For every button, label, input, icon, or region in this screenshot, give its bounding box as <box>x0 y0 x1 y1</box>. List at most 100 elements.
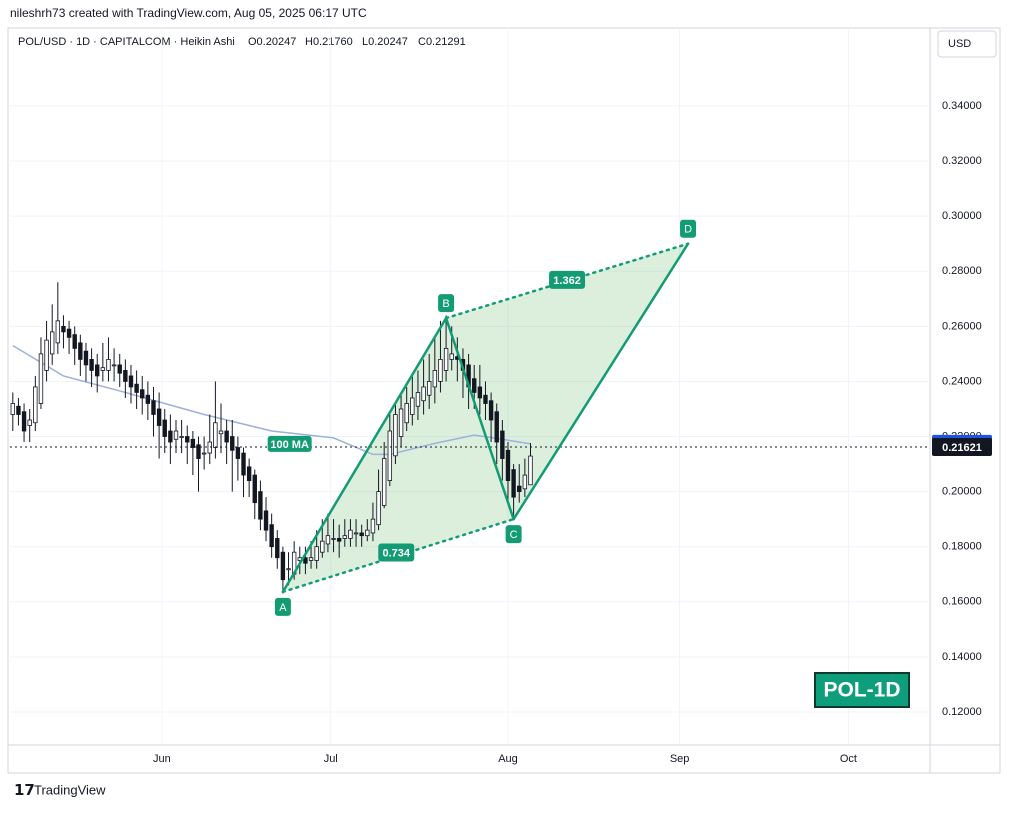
candle-body <box>236 448 240 459</box>
candle-body <box>315 547 319 561</box>
candle-body <box>472 379 476 393</box>
candle-body <box>169 431 173 442</box>
candle-body <box>67 329 71 337</box>
candle-body <box>45 340 49 370</box>
candle-body <box>180 437 184 438</box>
candle-body <box>411 398 415 415</box>
candle-body <box>253 475 257 503</box>
ohlc-low: L0.20247 <box>362 36 408 48</box>
y-tick-label: 0.16000 <box>942 596 982 608</box>
candle-body <box>439 359 443 381</box>
candle-body <box>107 359 111 370</box>
candle-body <box>135 384 139 392</box>
candle-body <box>157 409 161 426</box>
candle-body <box>382 459 386 506</box>
candle-body <box>517 486 521 492</box>
candle-body <box>433 370 437 387</box>
candle-body <box>450 354 454 360</box>
candle-body <box>101 368 105 371</box>
candle-body <box>28 420 32 426</box>
candle-body <box>281 552 285 580</box>
candle-body <box>264 511 268 530</box>
y-tick-label: 0.18000 <box>942 541 982 553</box>
candle-body <box>146 395 150 403</box>
candle-body <box>405 403 409 422</box>
candle-body <box>124 370 128 381</box>
candle-body <box>242 453 246 475</box>
candle-body <box>427 381 431 395</box>
candle-body <box>247 467 251 481</box>
candle-body <box>214 423 218 448</box>
candle-body <box>174 431 178 439</box>
watermark: POL-1D <box>823 679 900 702</box>
candle-body <box>444 348 448 370</box>
last-price-label: 0.21621 <box>942 442 982 454</box>
candle-body <box>219 431 223 434</box>
candle-body <box>112 365 116 366</box>
candle-body <box>489 401 493 420</box>
point-label: B <box>442 298 449 310</box>
candle-body <box>332 538 336 539</box>
y-tick-label: 0.30000 <box>942 210 982 222</box>
candle-body <box>320 541 324 552</box>
symbol: POL/USD · 1D · CAPITALCOM · Heikin Ashi <box>18 36 235 48</box>
y-tick-label: 0.28000 <box>942 265 982 277</box>
candle-body <box>478 387 482 398</box>
candle-body <box>225 431 229 442</box>
brand: TradingView <box>34 782 106 797</box>
candle-body <box>309 558 313 561</box>
x-tick-label: Jun <box>153 753 171 765</box>
x-tick-label: Oct <box>840 753 857 765</box>
ohlc-open: O0.20247 <box>248 36 296 48</box>
candle-body <box>287 569 291 570</box>
candle-body <box>506 450 510 480</box>
y-tick-label: 0.32000 <box>942 155 982 167</box>
candle-body <box>84 351 88 365</box>
candle-body <box>95 365 99 376</box>
candle-body <box>529 456 533 485</box>
candle-body <box>326 536 330 544</box>
candle-body <box>422 387 426 401</box>
candle-body <box>11 403 15 414</box>
candle-body <box>56 321 60 343</box>
candle-body <box>388 431 392 481</box>
y-tick-label: 0.14000 <box>942 651 982 663</box>
candle-body <box>501 431 505 459</box>
candle-body <box>349 530 353 538</box>
point-label: D <box>684 224 692 236</box>
author-line: nileshrh73 created with TradingView.com,… <box>10 6 367 20</box>
candle-body <box>259 492 263 520</box>
candle-body <box>79 343 83 360</box>
candle-body <box>495 412 499 442</box>
candle-body <box>22 412 26 431</box>
candle-body <box>50 332 54 354</box>
currency[interactable]: USD <box>948 38 971 50</box>
candle-body <box>62 326 66 332</box>
candle-body <box>512 470 516 498</box>
candle-body <box>202 453 206 454</box>
candle-body <box>484 395 488 403</box>
ratio-label: 0.734 <box>382 547 410 559</box>
candle-body <box>416 392 420 406</box>
y-tick-label: 0.12000 <box>942 706 982 718</box>
point-label: A <box>279 602 287 614</box>
candle-body <box>191 439 195 447</box>
candle-body <box>140 390 144 398</box>
candle-body <box>90 359 94 370</box>
candle-body <box>399 409 403 437</box>
candle-body <box>39 354 43 404</box>
x-tick-label: Sep <box>670 753 690 765</box>
candle-body <box>230 437 234 451</box>
x-tick-label: Jul <box>324 753 338 765</box>
candle-body <box>394 414 398 455</box>
candle-body <box>275 538 279 557</box>
y-tick-label: 0.26000 <box>942 320 982 332</box>
candle-body <box>197 445 201 459</box>
candle-body <box>73 335 77 349</box>
y-tick-label: 0.34000 <box>942 100 982 112</box>
candle-body <box>360 533 364 536</box>
candle-body <box>371 519 375 533</box>
candle-body <box>208 442 212 453</box>
point-label: C <box>510 529 518 541</box>
